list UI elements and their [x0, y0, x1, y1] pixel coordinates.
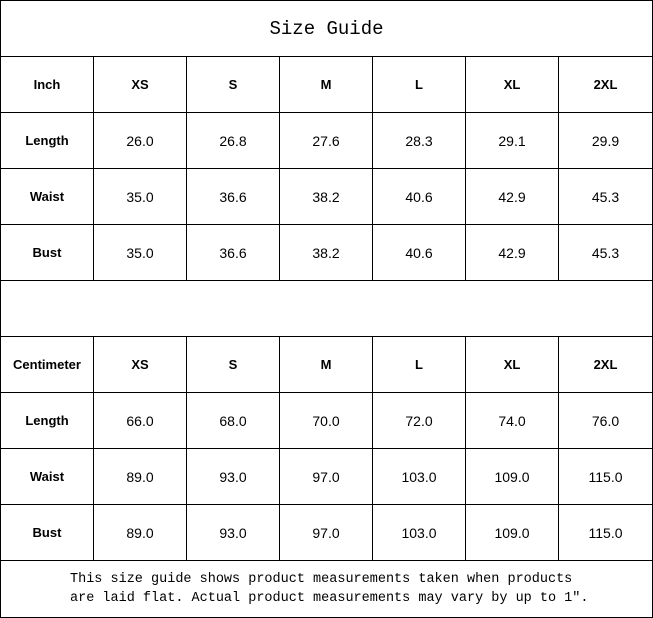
size-header: XS: [94, 337, 187, 392]
measurement-value: 115.0: [588, 468, 623, 485]
measurement-value: 97.0: [280, 449, 373, 504]
measurement-value: 74.0: [466, 393, 559, 448]
measurement-value: 27.6: [280, 113, 373, 168]
size-header: 2XL: [593, 77, 618, 92]
measurement-value: 97.0: [280, 505, 373, 560]
measurement-value: 36.6: [187, 169, 280, 224]
table-row: Bust 89.0 93.0 97.0 103.0 109.0 115.0: [1, 505, 652, 561]
measurement-value: 89.0: [94, 505, 187, 560]
size-header: S: [187, 337, 280, 392]
measurement-value: 45.3: [591, 188, 620, 205]
measurement-value: 35.0: [94, 225, 187, 280]
measurement-value: 40.6: [373, 169, 466, 224]
measurement-label: Waist: [1, 449, 94, 504]
measurement-value: 103.0: [373, 449, 466, 504]
measurement-value: 28.3: [373, 113, 466, 168]
measurement-value: 42.9: [466, 225, 559, 280]
table-row: Waist 89.0 93.0 97.0 103.0 109.0 115.0: [1, 449, 652, 505]
measurement-value: 38.2: [280, 225, 373, 280]
measurement-label: Length: [1, 393, 94, 448]
measurement-value: 29.9: [591, 132, 620, 149]
table-spacer: [1, 281, 652, 337]
size-header: M: [280, 337, 373, 392]
measurement-label: Bust: [1, 225, 94, 280]
measurement-label: Bust: [1, 505, 94, 560]
table-row: Length 66.0 68.0 70.0 72.0 74.0 76.0: [1, 393, 652, 449]
size-header: L: [373, 57, 466, 112]
size-header: XL: [466, 57, 559, 112]
measurement-value: 93.0: [187, 505, 280, 560]
measurement-value: 66.0: [94, 393, 187, 448]
measurement-value: 109.0: [466, 505, 559, 560]
size-header: XL: [466, 337, 559, 392]
measurement-value: 42.9: [466, 169, 559, 224]
measurement-value: 40.6: [373, 225, 466, 280]
measurement-note: This size guide shows product measuremen…: [1, 561, 652, 617]
measurement-value: 76.0: [591, 412, 620, 429]
measurement-label: Length: [1, 113, 94, 168]
size-header: XS: [94, 57, 187, 112]
unit-label: Inch: [1, 57, 94, 112]
measurement-value: 70.0: [280, 393, 373, 448]
measurement-value: 35.0: [94, 169, 187, 224]
measurement-value: 72.0: [373, 393, 466, 448]
size-header: M: [280, 57, 373, 112]
size-header: L: [373, 337, 466, 392]
measurement-value: 68.0: [187, 393, 280, 448]
measurement-value: 36.6: [187, 225, 280, 280]
measurement-value: 89.0: [94, 449, 187, 504]
measurement-label: Waist: [1, 169, 94, 224]
table-row: Waist 35.0 36.6 38.2 40.6 42.9 45.3: [1, 169, 652, 225]
inch-table: Inch XS S M L XL 2XL Length 26.0 26.8 27.6 28.3 29.1…: [1, 57, 652, 281]
note-line-2: are laid flat. Actual product measuremen…: [70, 591, 589, 606]
size-header: 2XL: [593, 357, 618, 372]
measurement-value: 115.0: [588, 524, 623, 541]
size-header: S: [187, 57, 280, 112]
measurement-value: 26.0: [94, 113, 187, 168]
centimeter-table: Centimeter XS S M L XL 2XL Length 66.0 68.0 70.0 72…: [1, 337, 652, 561]
header-row: Centimeter XS S M L XL 2XL: [1, 337, 652, 393]
note-line-1: This size guide shows product measuremen…: [70, 572, 573, 587]
measurement-value: 38.2: [280, 169, 373, 224]
measurement-value: 93.0: [187, 449, 280, 504]
header-row: Inch XS S M L XL 2XL: [1, 57, 652, 113]
unit-label: Centimeter: [1, 337, 94, 392]
table-row: Length 26.0 26.8 27.6 28.3 29.1 29.9: [1, 113, 652, 169]
measurement-value: 29.1: [466, 113, 559, 168]
measurement-value: 103.0: [373, 505, 466, 560]
measurement-value: 26.8: [187, 113, 280, 168]
measurement-value: 109.0: [466, 449, 559, 504]
measurement-value: 45.3: [591, 244, 620, 261]
table-row: Bust 35.0 36.6 38.2 40.6 42.9 45.3: [1, 225, 652, 281]
page-title: Size Guide: [1, 1, 652, 57]
